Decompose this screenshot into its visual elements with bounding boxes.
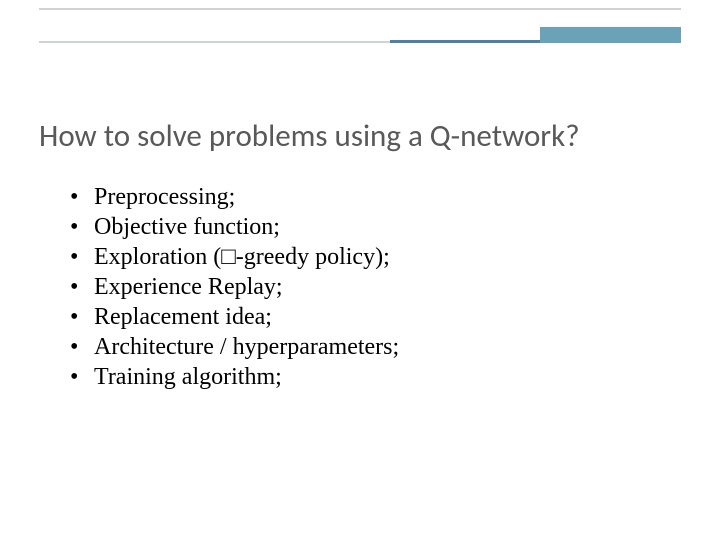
teal-mid-rule <box>390 40 540 43</box>
bullet-item: Training algorithm; <box>70 362 680 392</box>
bullet-item: Architecture / hyperparameters; <box>70 332 680 362</box>
top-rule <box>39 8 681 10</box>
bullet-item: Experience Replay; <box>70 272 680 302</box>
bullet-item: Preprocessing; <box>70 182 680 212</box>
bullet-list: Preprocessing;Objective function;Explora… <box>70 182 680 392</box>
bottom-rule-left <box>39 41 390 43</box>
bullet-item: Exploration (□-greedy policy); <box>70 242 680 272</box>
header-decoration <box>0 0 720 44</box>
bullet-item: Replacement idea; <box>70 302 680 332</box>
slide-title: How to solve problems using a Q-network? <box>39 117 681 155</box>
teal-block <box>540 27 681 43</box>
bullet-item: Objective function; <box>70 212 680 242</box>
